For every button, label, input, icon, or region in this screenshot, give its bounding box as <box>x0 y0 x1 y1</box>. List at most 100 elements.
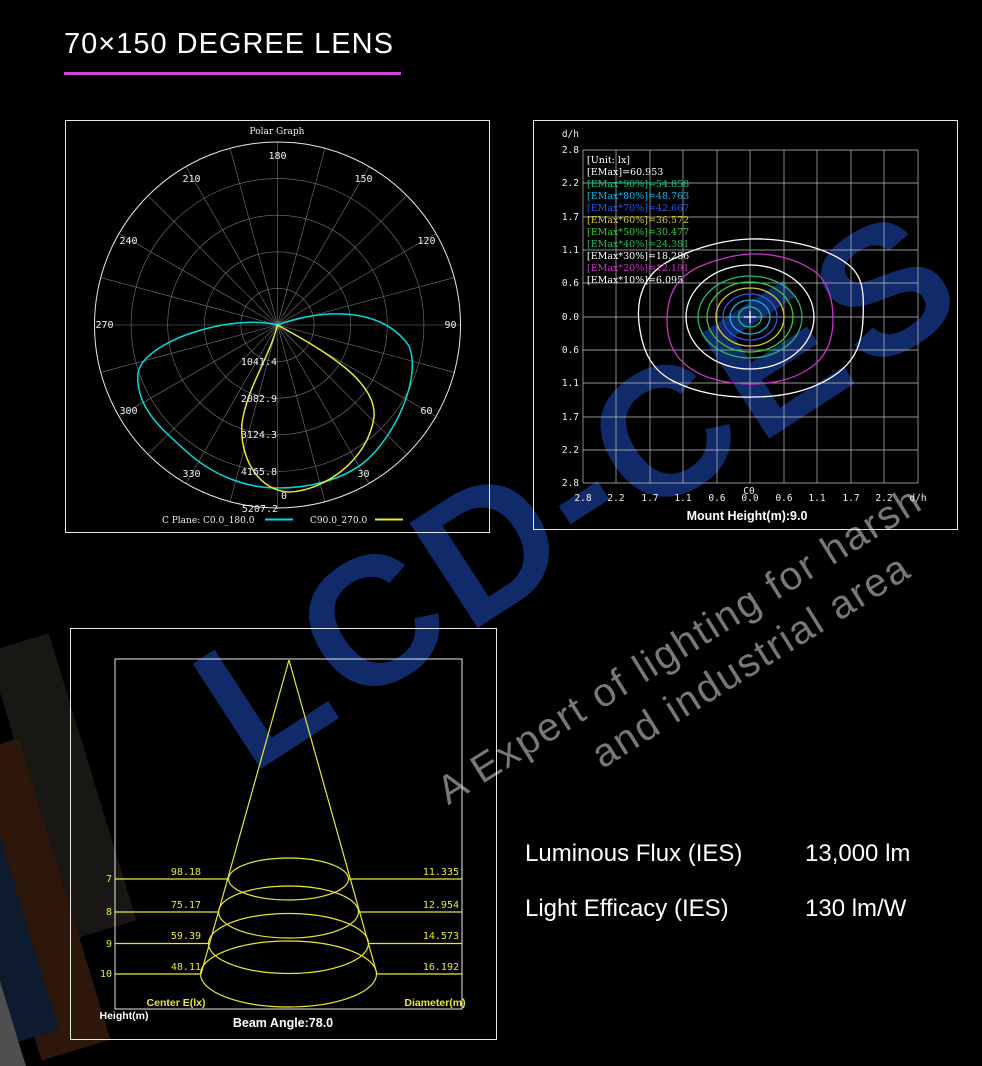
isolux-c0-label: C0 <box>743 486 755 497</box>
isolux-y-axis-title: d/h <box>562 129 579 140</box>
luminous-flux-value: 13,000 lm <box>805 840 911 867</box>
isolux-x-4: 0.6 <box>708 493 725 504</box>
isolux-x-2: 1.7 <box>641 493 658 504</box>
cone-side-left <box>200 659 290 975</box>
cone-center-e-label: Center E(lx) <box>147 997 206 1009</box>
polar-radial-3: 3124.3 <box>241 430 277 441</box>
isolux-y-9: 2.2 <box>562 445 579 456</box>
isolux-footer-mount-height: Mount Height(m):9.0 <box>687 509 808 523</box>
cone-plot-border <box>114 658 463 1010</box>
isolux-x-5: 0.0 <box>741 493 758 504</box>
polar-radial-5: 5207.2 <box>242 504 278 515</box>
isolux-x-8: 1.7 <box>842 493 859 504</box>
cone-chart-border <box>70 628 497 1040</box>
luminous-flux-label: Luminous Flux (IES) <box>525 840 743 867</box>
isolux-legend-40pct: [EMax*40%]=24.381 <box>587 239 689 250</box>
polar-grid <box>94 142 461 508</box>
isolux-x-1: 2.2 <box>607 493 624 504</box>
cone-height-label: Height(m) <box>100 1010 149 1022</box>
isolux-legend-emax: [EMax]=60.953 <box>587 167 663 178</box>
polar-chart-title: Polar Graph <box>250 127 305 137</box>
isolux-x-axis-title: d/h <box>909 493 926 504</box>
isolux-legend-80pct: [EMax*80%]=48.763 <box>587 191 689 202</box>
isolux-y-5: 0.0 <box>562 312 579 323</box>
isolux-chart: d/h 2.8 2.2 1.7 1.1 0.6 0.0 0.6 1.1 1.7 … <box>533 120 958 530</box>
isolux-y-10: 2.8 <box>562 478 579 489</box>
isolux-legend-60pct: [EMax*60%]=36.572 <box>587 215 689 226</box>
isolux-contours <box>637 238 864 398</box>
isolux-legend-30pct: [EMax*30%]=18.286 <box>587 251 689 262</box>
isolux-x-7: 1.1 <box>808 493 825 504</box>
polar-radial-labels: 1041.4 2082.9 3124.3 4165.8 5207.2 <box>241 357 278 515</box>
cone-chart: 98.18 75.17 59.39 48.11 11.335 12.954 14… <box>70 628 497 1040</box>
polar-radial-2: 2082.9 <box>241 394 277 405</box>
isolux-legend-10pct: [EMax*10%]=6.095 <box>587 275 683 286</box>
polar-angle-90: 90 <box>444 320 456 331</box>
isolux-y-7: 1.1 <box>562 378 579 389</box>
isolux-y-0: 2.8 <box>562 145 579 156</box>
isolux-contour-90pct <box>737 306 763 328</box>
polar-angle-150: 150 <box>354 174 372 185</box>
isolux-legend-90pct: [EMax*90%]=54.858 <box>587 179 689 190</box>
polar-angle-labels: 0 30 60 90 120 150 180 210 240 270 300 3… <box>95 151 456 502</box>
polar-angle-300: 300 <box>119 406 137 417</box>
polar-legend-prefix: C Plane: <box>162 516 200 526</box>
isolux-y-3: 1.1 <box>562 245 579 256</box>
polar-angle-120: 120 <box>417 236 435 247</box>
cone-geometry <box>115 659 462 1008</box>
cone-d-h10: 16.192 <box>423 962 459 973</box>
polar-angle-30: 30 <box>357 469 369 480</box>
isolux-legend-unit: [Unit: lx] <box>587 155 630 166</box>
isolux-chart-border <box>533 120 958 530</box>
cone-d-h7: 11.335 <box>423 867 459 878</box>
isolux-contour-40pct <box>697 275 803 359</box>
polar-legend-series1-label: C90.0_270.0 <box>310 516 367 526</box>
polar-angle-330: 330 <box>182 469 200 480</box>
isolux-x-6: 0.6 <box>775 493 792 504</box>
spec-row-luminous-flux: Luminous Flux (IES) 13,000 lm <box>525 840 965 895</box>
cone-d-h9: 14.573 <box>423 931 459 942</box>
polar-angle-270: 270 <box>95 320 113 331</box>
cone-diameter-values: 11.335 12.954 14.573 16.192 <box>423 867 459 973</box>
cone-ellipse-h7 <box>227 857 350 901</box>
isolux-y-labels: 2.8 2.2 1.7 1.1 0.6 0.0 0.6 1.1 1.7 2.2 … <box>562 145 579 489</box>
cone-h9-tick: 9 <box>106 939 112 950</box>
cone-d-h8: 12.954 <box>423 900 459 911</box>
photometric-specs: Luminous Flux (IES) 13,000 lm Light Effi… <box>525 840 965 950</box>
cone-h10-tick: 10 <box>100 969 112 980</box>
cone-ellipse-h9 <box>207 912 370 975</box>
polar-outer-circle <box>94 141 461 509</box>
isolux-x-0: 2.8 <box>574 493 591 504</box>
cone-e-h8: 75.17 <box>171 900 201 911</box>
isolux-x-9: 2.2 <box>875 493 892 504</box>
isolux-legend-50pct: [EMax*50%]=30.477 <box>587 227 689 238</box>
isolux-contour-50pct <box>706 281 794 353</box>
polar-angle-180: 180 <box>268 151 286 162</box>
isolux-contour-70pct <box>722 293 778 341</box>
light-efficacy-value: 130 lm/W <box>805 895 907 922</box>
page-title: 70×150 DEGREE LENS <box>64 28 394 60</box>
isolux-y-4: 0.6 <box>562 278 579 289</box>
isolux-contour-20pct <box>666 253 834 385</box>
isolux-contour-60pct <box>715 287 785 347</box>
isolux-center-cross <box>744 311 756 323</box>
cone-e-h7: 98.18 <box>171 867 201 878</box>
spec-row-light-efficacy: Light Efficacy (IES) 130 lm/W <box>525 895 965 950</box>
cone-diameter-label: Diameter(m) <box>404 997 465 1009</box>
polar-legend: C Plane: C0.0_180.0 C90.0_270.0 <box>162 516 403 526</box>
isolux-contour-10pct <box>637 238 864 398</box>
isolux-y-8: 1.7 <box>562 412 579 423</box>
isolux-y-6: 0.6 <box>562 345 579 356</box>
title-underline <box>64 72 401 75</box>
isolux-contour-80pct <box>729 299 771 335</box>
isolux-legend-70pct: [EMax*70%]=42.667 <box>587 203 689 214</box>
isolux-legend: [Unit: lx] [EMax]=60.953 [EMax*90%]=54.8… <box>587 155 689 286</box>
isolux-y-2: 1.7 <box>562 212 579 223</box>
cone-e-h10: 48.11 <box>171 962 201 973</box>
cone-beam-angle-label: Beam Angle:78.0 <box>233 1016 333 1030</box>
polar-curve-c0-180 <box>137 313 414 489</box>
polar-radial-1: 1041.4 <box>241 357 277 368</box>
cone-center-e-values: 98.18 75.17 59.39 48.11 <box>171 867 201 973</box>
polar-chart: Polar Graph 0 30 60 90 120 150 180 210 2… <box>65 120 490 533</box>
polar-angle-60: 60 <box>420 406 432 417</box>
